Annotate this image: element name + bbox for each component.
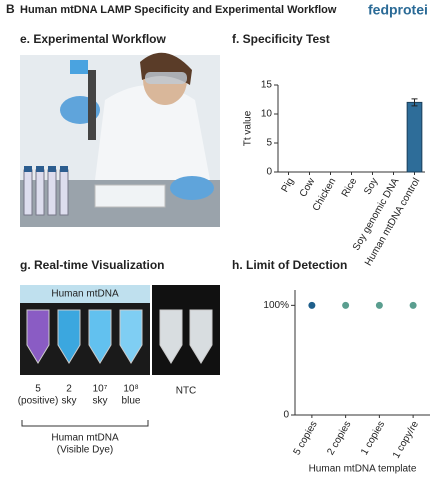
panel-label: B	[6, 2, 15, 16]
dot	[342, 301, 350, 309]
ntc-label: NTC	[176, 386, 197, 397]
caption: Human mtDNA	[51, 433, 119, 444]
x-tick-label: 2 copies	[325, 419, 353, 457]
tube-label: sky	[93, 396, 108, 407]
y-tick-label: 0	[283, 410, 289, 421]
brand: fedprotei	[368, 2, 428, 18]
tube-label: sky	[62, 396, 77, 407]
lab-photo	[20, 52, 220, 227]
dot	[308, 301, 316, 309]
tube-label: 10⁸	[123, 384, 138, 395]
dot	[409, 301, 417, 309]
panel-title: e. Experimental Workflow	[20, 32, 166, 46]
banner: Human mtDNA	[51, 289, 119, 300]
tube-label: blue	[122, 396, 141, 407]
panel-title: g. Real-time Visualization	[20, 258, 164, 272]
x-tick-label: Soy	[362, 176, 380, 196]
x-tick-label: 5 copies	[292, 419, 320, 457]
caption: (Visible Dye)	[57, 445, 114, 456]
x-axis-label: Human mtDNA template	[309, 464, 417, 475]
panel-title: f. Specificity Test	[232, 32, 330, 46]
y-tick-label: 0	[266, 167, 272, 178]
x-tick-label: 1 copy/re	[391, 419, 421, 461]
tube-label: 2	[66, 384, 72, 395]
x-tick-label: Cow	[298, 176, 318, 199]
figure-title: Human mtDNA LAMP Specificity and Experim…	[20, 4, 337, 16]
y-tick-label: 5	[266, 138, 272, 149]
x-tick-label: Pig	[280, 176, 297, 194]
y-axis-label: Tt value	[243, 110, 254, 146]
y-tick-label: 100%	[263, 300, 289, 311]
dot	[375, 301, 383, 309]
tube-label: 5	[35, 384, 41, 395]
panel-title: h. Limit of Detection	[232, 258, 347, 272]
tube-photo	[20, 285, 220, 427]
y-tick-label: 15	[261, 80, 273, 91]
tube-label: (positive)	[18, 396, 59, 407]
error-bar	[411, 98, 418, 107]
y-tick-label: 10	[261, 109, 273, 120]
bar	[406, 101, 423, 173]
tube-label: 10⁷	[93, 384, 108, 395]
x-tick-label: Rice	[340, 176, 360, 199]
x-tick-label: 1 copies	[359, 419, 387, 457]
